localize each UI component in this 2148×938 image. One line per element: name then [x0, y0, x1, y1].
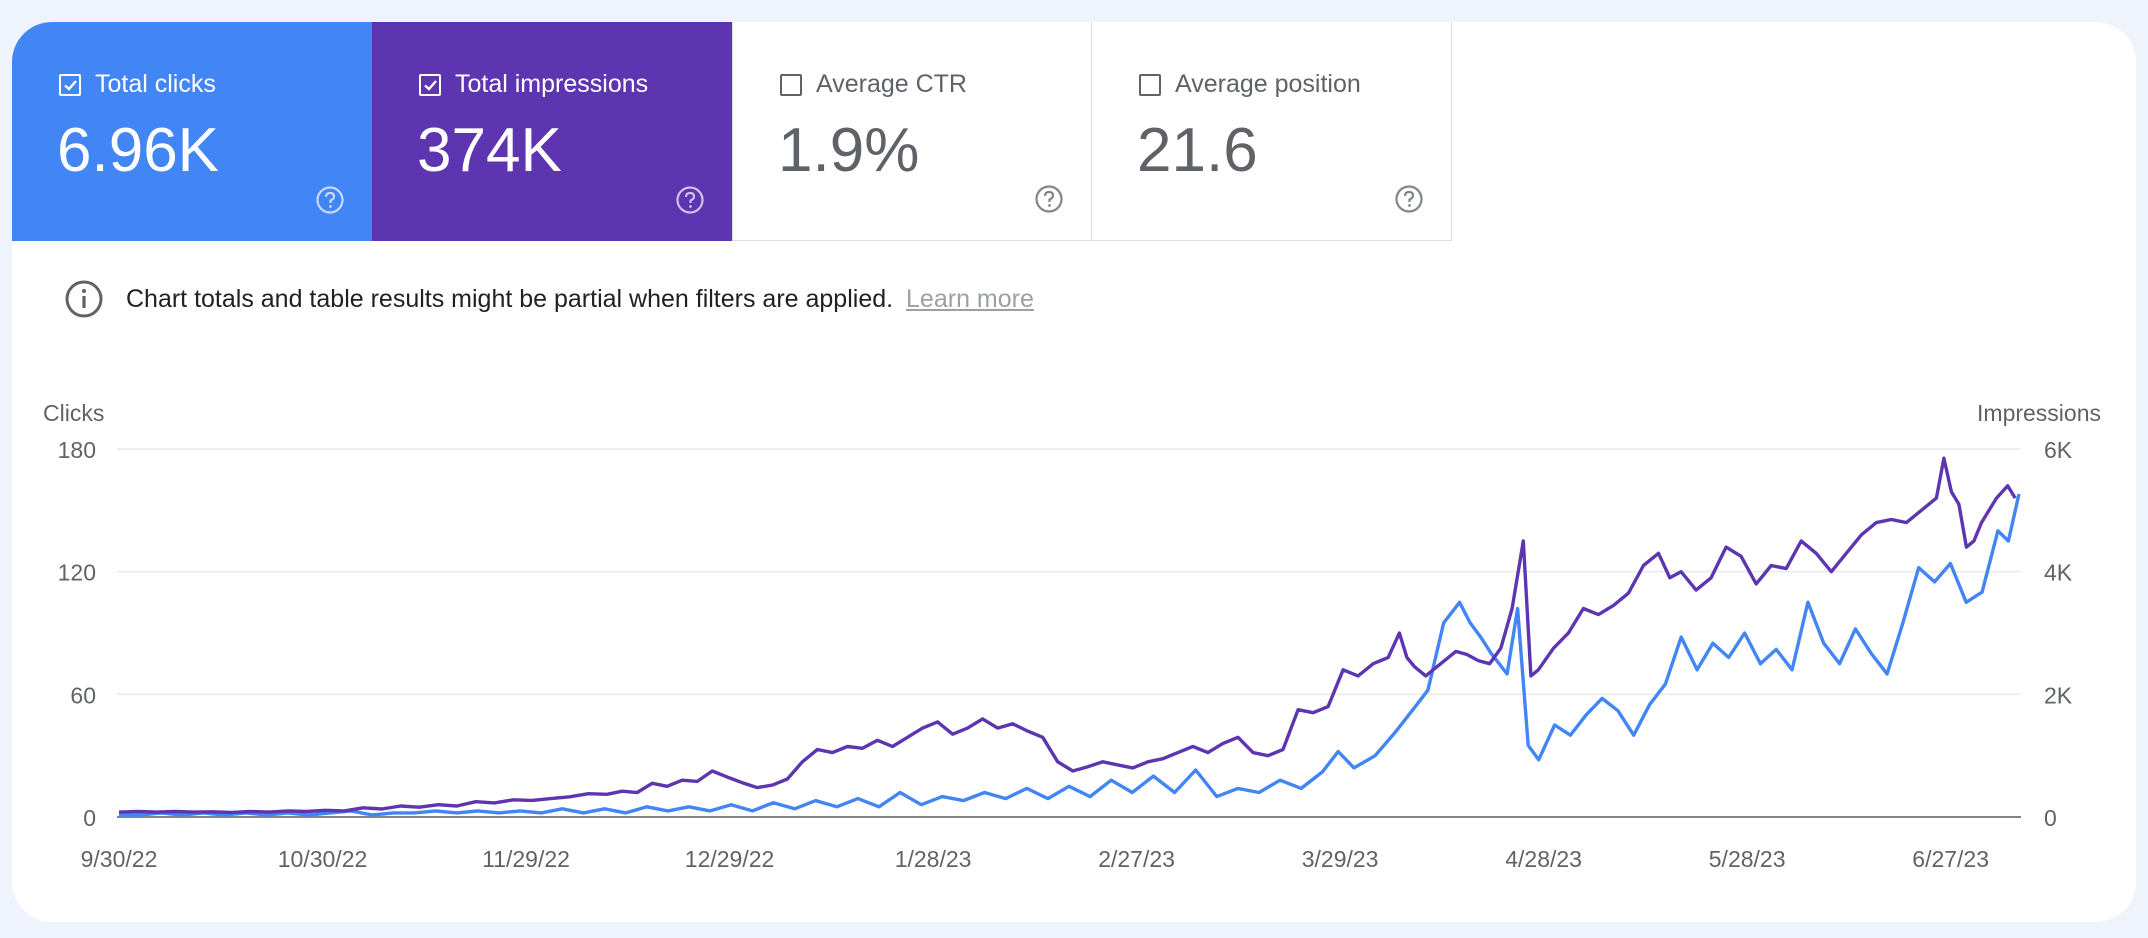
metric-label: Total impressions [455, 70, 649, 98]
learn-more-link[interactable]: Learn more [906, 284, 1034, 313]
help-icon[interactable] [1034, 184, 1064, 214]
series-line-clicks [119, 493, 2021, 817]
x-tick-label: 2/27/23 [1098, 846, 1175, 872]
y-tick-label-right: 6K [2044, 437, 2073, 463]
x-tick-label: 1/28/23 [895, 846, 972, 872]
y-tick-label-left: 120 [58, 560, 96, 586]
x-tick-label: 10/30/22 [278, 846, 368, 872]
metric-value: 21.6 [1137, 116, 1258, 185]
x-tick-label: 6/27/23 [1912, 846, 1989, 872]
y-tick-label-left: 180 [58, 437, 96, 463]
series-line-impressions [118, 456, 2017, 815]
help-icon[interactable] [675, 185, 705, 215]
x-tick-label: 12/29/22 [685, 846, 775, 872]
metric-total-impressions[interactable]: Total impressions 374K [372, 22, 732, 241]
metric-value: 6.96K [57, 116, 220, 185]
checkbox-icon[interactable] [59, 73, 81, 96]
metric-average-ctr[interactable]: Average CTR 1.9% [732, 22, 1092, 241]
x-tick-label: 11/29/22 [482, 846, 570, 872]
metric-label: Total clicks [95, 70, 216, 98]
x-tick-label: 3/29/23 [1302, 846, 1379, 872]
performance-card: Total clicks 6.96K Total impressions 374… [12, 22, 2136, 922]
left-axis-title: Clicks [43, 400, 104, 426]
metric-total-clicks[interactable]: Total clicks 6.96K [12, 22, 372, 241]
checkbox-icon[interactable] [1139, 73, 1161, 96]
y-tick-label-right: 0 [2044, 805, 2057, 831]
y-tick-label-left: 0 [83, 805, 96, 831]
metric-value: 374K [417, 116, 562, 185]
help-icon[interactable] [1394, 184, 1424, 214]
x-tick-label: 5/28/23 [1709, 846, 1786, 872]
filter-notice: Chart totals and table results might be … [64, 279, 1034, 319]
checkbox-icon[interactable] [419, 73, 441, 96]
metric-label: Average position [1175, 70, 1361, 98]
y-tick-label-right: 2K [2044, 682, 2073, 708]
help-icon[interactable] [315, 185, 345, 215]
performance-chart: 0 0 60 2K 120 4K 180 6K Clicks Impressions 9/30/22… [43, 400, 2101, 872]
y-tick-label-left: 60 [70, 682, 96, 708]
right-axis-title: Impressions [1977, 400, 2101, 426]
metric-value: 1.9% [778, 116, 920, 185]
y-tick-label-right: 4K [2044, 560, 2073, 586]
x-tick-label: 9/30/22 [81, 846, 158, 872]
info-icon [65, 280, 103, 318]
x-tick-label: 4/28/23 [1505, 846, 1582, 872]
metric-average-position[interactable]: Average position 21.6 [1092, 22, 1452, 241]
metric-label: Average CTR [816, 70, 967, 98]
notice-text: Chart totals and table results might be … [126, 284, 894, 313]
checkbox-icon[interactable] [780, 73, 802, 96]
